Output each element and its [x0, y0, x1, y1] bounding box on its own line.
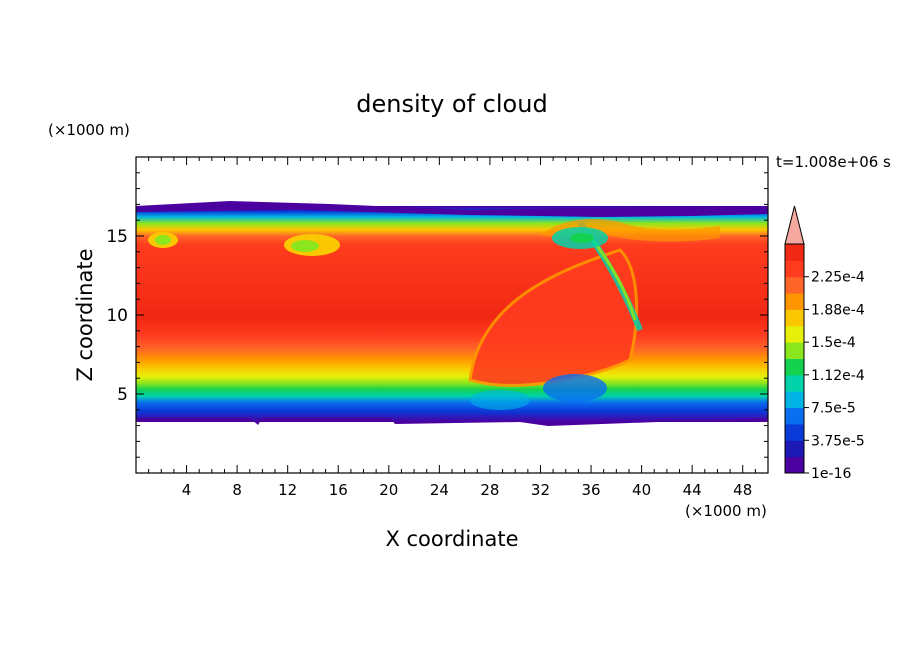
colorbar-label: 2.25e-4	[811, 270, 865, 286]
x-tick-label: 32	[531, 481, 550, 499]
colorbar-overflow-triangle	[784, 205, 805, 245]
colorbar-segment	[785, 293, 804, 310]
cloud-top-edge	[136, 201, 768, 217]
cloud-band	[136, 206, 768, 422]
x-tick-label: 8	[232, 481, 242, 499]
colorbar-label: 3.75e-5	[811, 433, 865, 449]
colorbar-segment	[785, 325, 804, 343]
colorbar-segment	[785, 374, 804, 392]
y-tick-label: 15	[106, 227, 128, 247]
colorbar-segment	[785, 423, 804, 441]
colorbar-segment	[785, 407, 804, 425]
x-tick-label: 16	[329, 481, 348, 499]
low-cyan-patch	[470, 390, 530, 410]
colorbar-segment	[785, 276, 804, 294]
y-axis-label: Z coordinate	[73, 248, 97, 381]
colorbar-segment	[785, 244, 804, 261]
x-tick-label: 28	[480, 481, 499, 499]
x-axis-label: X coordinate	[385, 527, 518, 551]
y-tick-label: 5	[117, 385, 128, 405]
eddy-b-inner	[291, 240, 319, 252]
colorbar-label: 1.12e-4	[811, 368, 865, 384]
low-blue-patch	[543, 374, 607, 402]
colorbar-segment	[785, 358, 804, 376]
x-tick-label: 12	[278, 481, 297, 499]
colorbar-label: 1.5e-4	[811, 335, 856, 351]
x-axis-ticks: 4 8 12 16 20 24 28 32 36 40 44 48	[148, 157, 756, 499]
x-tick-label: 4	[182, 481, 192, 499]
x-tick-label: 24	[430, 481, 449, 499]
colorbar-segment	[785, 456, 804, 474]
cloud-base-edge	[136, 418, 768, 426]
x-tick-label: 48	[733, 481, 752, 499]
colorbar-label: 7.5e-5	[811, 401, 856, 417]
colorbar-label: 1.88e-4	[811, 302, 865, 318]
y-tick-label: 10	[106, 306, 128, 326]
eddy-c-inner	[570, 233, 594, 243]
colorbar-label: 1e-16	[811, 466, 851, 482]
x-tick-label: 20	[379, 481, 398, 499]
y-axis-ticks: 5 10 15	[106, 172, 768, 458]
eddy-a-inner	[155, 235, 171, 245]
x-tick-label: 44	[683, 481, 702, 499]
colorbar-segment	[785, 309, 804, 327]
colorbar-segment	[785, 391, 804, 409]
time-label: t=1.008e+06 s	[776, 153, 891, 171]
colorbar-segment	[785, 440, 804, 458]
x-tick-label: 36	[581, 481, 600, 499]
colorbar-segment	[785, 260, 804, 278]
y-axis-unit: (×1000 m)	[48, 121, 130, 139]
colorbar-segment	[785, 342, 804, 359]
cloud-density-field	[136, 201, 768, 426]
x-axis-unit: (×1000 m)	[685, 502, 767, 520]
colorbar-frame	[784, 243, 805, 474]
x-tick-label: 40	[632, 481, 651, 499]
outflow-anvil	[540, 218, 720, 242]
colorbar: 1e-16 3.75e-5 7.5e-5 1.12e-4 1.5e-4 1.88e-4 2.…	[784, 205, 865, 482]
chart-title: density of cloud	[356, 90, 547, 118]
